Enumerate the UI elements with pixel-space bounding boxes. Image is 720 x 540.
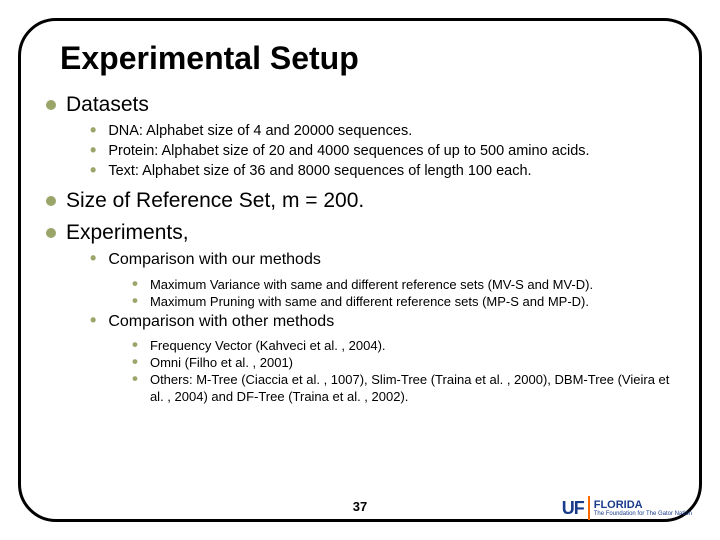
list-item: • Text: Alphabet size of 36 and 8000 seq… xyxy=(90,162,674,181)
slide-title: Experimental Setup xyxy=(60,40,674,77)
comp-other-subsublist: • Frequency Vector (Kahveci et al. , 200… xyxy=(132,338,674,406)
experiments-label: Experiments, xyxy=(66,219,189,246)
list-item: • Maximum Pruning with same and differen… xyxy=(132,294,674,311)
logo-tagline: The Foundation for The Gator Nation xyxy=(594,511,692,517)
subsub-text: Maximum Variance with same and different… xyxy=(150,277,593,294)
sub-text: DNA: Alphabet size of 4 and 20000 sequen… xyxy=(108,122,412,141)
dot-icon: • xyxy=(90,310,96,331)
list-item: • DNA: Alphabet size of 4 and 20000 sequ… xyxy=(90,122,674,141)
list-item: • Comparison with other methods xyxy=(90,312,674,333)
logo-florida-block: FLORIDA The Foundation for The Gator Nat… xyxy=(594,500,692,517)
subsub-text: Maximum Pruning with same and different … xyxy=(150,294,589,311)
disc-icon xyxy=(46,100,56,110)
dot-icon: • xyxy=(90,140,96,161)
subsub-text: Omni (Filho et al. , 2001) xyxy=(150,355,293,372)
list-item: • Maximum Variance with same and differe… xyxy=(132,277,674,294)
refset-label: Size of Reference Set, m = 200. xyxy=(66,187,364,214)
sub-text: Protein: Alphabet size of 20 and 4000 se… xyxy=(108,142,589,161)
disc-icon xyxy=(46,196,56,206)
experiments-sublist: • Comparison with our methods xyxy=(90,250,674,271)
logo-uf-text: UF xyxy=(562,498,584,519)
datasets-sublist: • DNA: Alphabet size of 4 and 20000 sequ… xyxy=(90,122,674,181)
sub-text: Text: Alphabet size of 36 and 8000 seque… xyxy=(108,162,531,181)
list-item: • Others: M-Tree (Ciaccia et al. , 1007)… xyxy=(132,372,674,406)
main-list: Datasets xyxy=(46,91,674,118)
uf-logo: UF FLORIDA The Foundation for The Gator … xyxy=(562,496,692,520)
list-item: • Comparison with our methods xyxy=(90,250,674,271)
dot-icon: • xyxy=(132,369,138,389)
list-item: • Omni (Filho et al. , 2001) xyxy=(132,355,674,372)
list-item: • Frequency Vector (Kahveci et al. , 200… xyxy=(132,338,674,355)
logo-divider xyxy=(588,496,590,520)
subsub-text: Frequency Vector (Kahveci et al. , 2004)… xyxy=(150,338,386,355)
comp-our-label: Comparison with our methods xyxy=(108,250,321,271)
dot-icon: • xyxy=(90,248,96,269)
main-list: Size of Reference Set, m = 200. Experime… xyxy=(46,187,674,246)
comp-our-subsublist: • Maximum Variance with same and differe… xyxy=(132,277,674,311)
bullet-experiments: Experiments, xyxy=(46,219,674,246)
bullet-refset: Size of Reference Set, m = 200. xyxy=(46,187,674,214)
bullet-datasets: Datasets xyxy=(46,91,674,118)
comp-other-label: Comparison with other methods xyxy=(108,312,334,333)
subsub-text: Others: M-Tree (Ciaccia et al. , 1007), … xyxy=(150,372,674,406)
dot-icon: • xyxy=(90,120,96,141)
list-item: • Protein: Alphabet size of 20 and 4000 … xyxy=(90,142,674,161)
dot-icon: • xyxy=(132,291,138,311)
logo-florida-text: FLORIDA xyxy=(594,499,643,511)
experiments-sublist-2: • Comparison with other methods xyxy=(90,312,674,333)
disc-icon xyxy=(46,228,56,238)
dot-icon: • xyxy=(90,160,96,181)
content-area: Experimental Setup Datasets • DNA: Alpha… xyxy=(46,40,674,407)
datasets-label: Datasets xyxy=(66,91,149,118)
